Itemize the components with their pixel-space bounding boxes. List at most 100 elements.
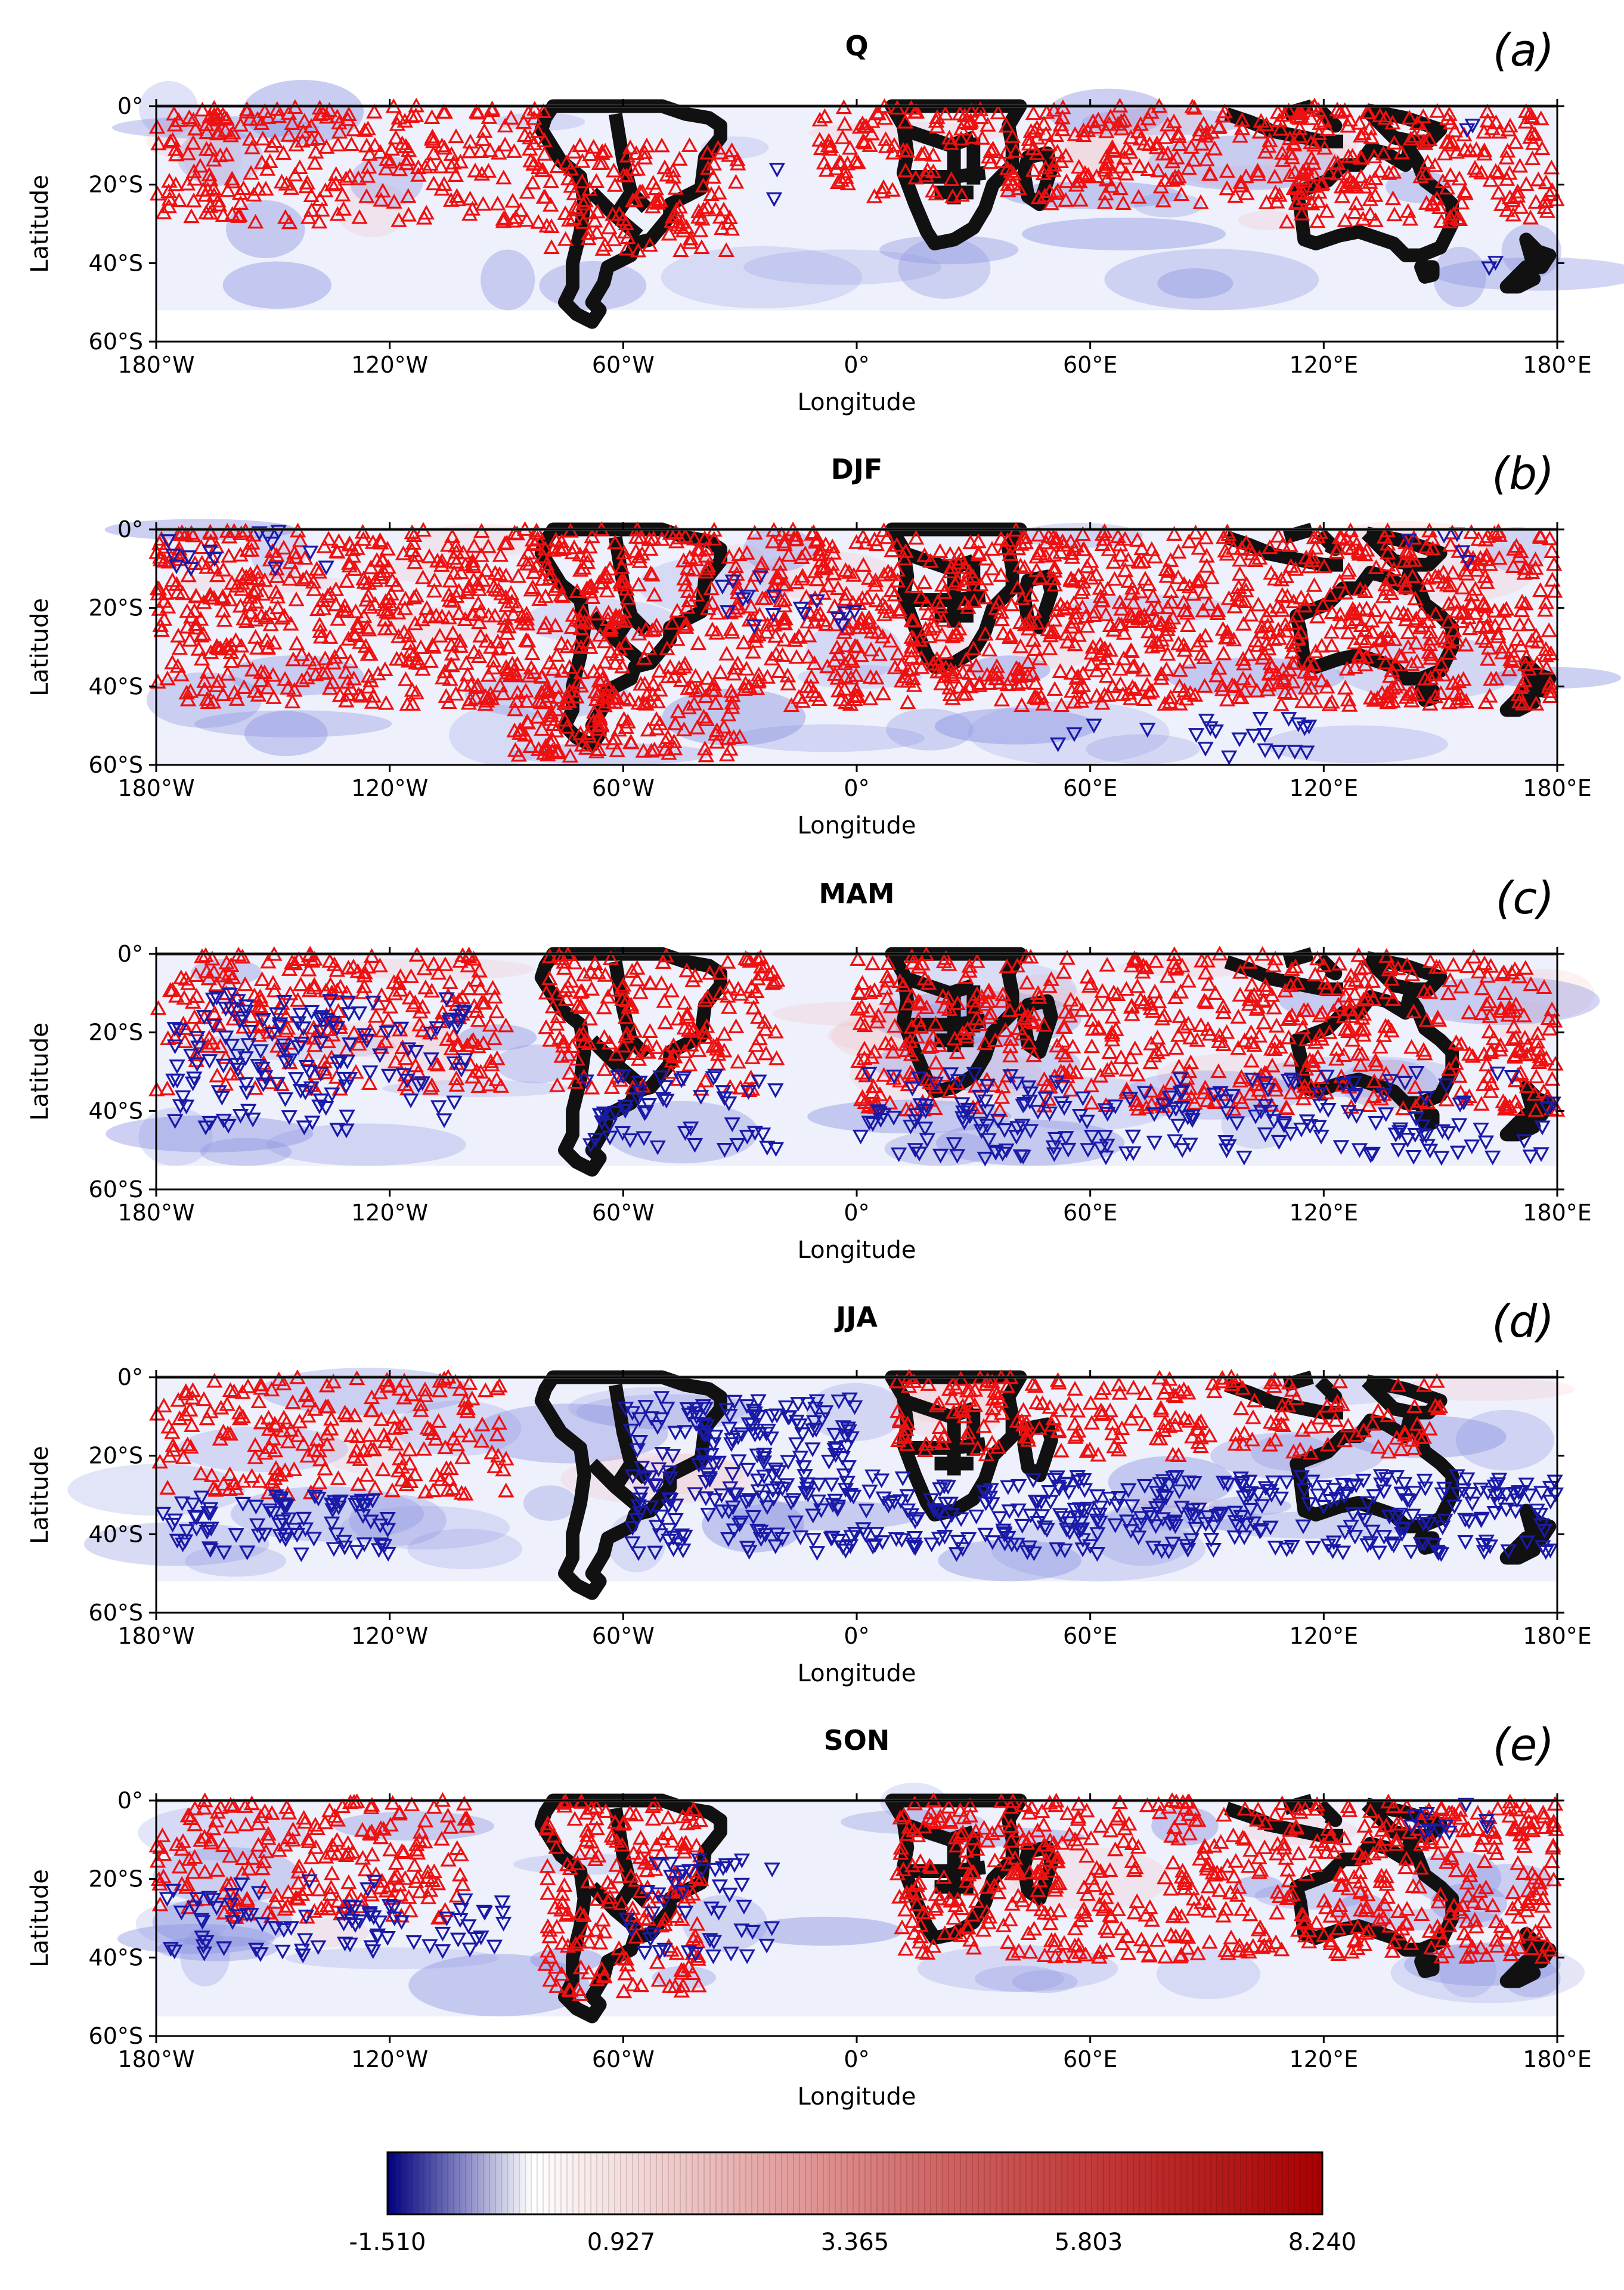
increase-marker — [1438, 1091, 1455, 1107]
increase-marker — [194, 101, 211, 117]
increase-marker — [597, 653, 613, 669]
increase-marker — [1524, 150, 1541, 165]
increase-marker — [565, 607, 582, 622]
field-blob — [898, 237, 991, 299]
increase-marker — [1511, 157, 1529, 173]
increase-marker — [656, 993, 672, 1008]
field-blob — [1104, 249, 1319, 311]
decrease-marker — [1066, 727, 1083, 742]
increase-marker — [188, 1052, 204, 1067]
increase-marker — [1476, 123, 1492, 139]
increase-marker — [657, 1014, 674, 1030]
increase-marker — [1177, 690, 1195, 706]
increase-marker — [1472, 550, 1489, 565]
increase-marker — [671, 199, 688, 214]
increase-marker — [596, 1029, 613, 1044]
increase-marker — [1157, 129, 1173, 144]
increase-marker — [1036, 187, 1053, 203]
increase-marker — [1092, 580, 1109, 595]
increase-marker — [317, 650, 334, 665]
increase-marker — [1356, 178, 1373, 194]
increase-marker — [988, 664, 1005, 679]
increase-marker — [847, 153, 864, 168]
increase-marker — [1446, 122, 1463, 138]
increase-marker — [1059, 599, 1076, 615]
increase-marker — [1117, 531, 1133, 546]
increase-marker — [232, 547, 249, 562]
increase-marker — [1309, 213, 1326, 228]
increase-marker — [1130, 123, 1146, 138]
field-blob — [226, 200, 305, 259]
increase-marker — [1186, 100, 1203, 115]
increase-marker — [200, 1038, 216, 1053]
increase-marker — [435, 670, 451, 684]
increase-marker — [636, 650, 653, 665]
increase-marker — [1366, 692, 1383, 707]
increase-marker — [390, 628, 407, 643]
increase-marker — [503, 585, 519, 600]
increase-marker — [433, 557, 450, 572]
increase-marker — [1532, 582, 1549, 597]
increase-marker — [1316, 140, 1333, 155]
increase-marker — [1159, 646, 1176, 661]
increase-marker — [1301, 663, 1318, 678]
increase-marker — [719, 954, 736, 969]
increase-marker — [464, 200, 481, 216]
increase-marker — [562, 160, 579, 176]
increase-marker — [317, 182, 334, 197]
increase-marker — [904, 578, 921, 593]
increase-marker — [196, 594, 212, 609]
increase-marker — [1538, 594, 1555, 609]
increase-marker — [530, 741, 547, 756]
increase-marker — [423, 109, 441, 125]
increase-marker — [566, 955, 583, 969]
increase-marker — [1115, 650, 1132, 665]
increase-marker — [689, 720, 706, 735]
increase-marker — [813, 560, 830, 575]
increase-marker — [596, 1061, 613, 1076]
increase-marker — [293, 672, 311, 687]
increase-marker — [356, 574, 373, 589]
increase-marker — [1118, 165, 1135, 181]
increase-marker — [1231, 566, 1248, 581]
increase-marker — [589, 203, 606, 219]
increase-marker — [811, 111, 828, 127]
decrease-marker — [1252, 711, 1269, 727]
increase-marker — [354, 984, 371, 999]
y-axis-label: Latitude — [26, 598, 54, 696]
increase-marker — [1450, 673, 1467, 689]
increase-marker — [475, 196, 492, 211]
increase-marker — [1094, 695, 1111, 710]
increase-marker — [737, 950, 754, 965]
increase-marker — [1438, 134, 1455, 149]
increase-marker — [316, 538, 333, 553]
increase-marker — [1258, 116, 1275, 132]
increase-marker — [317, 1064, 334, 1080]
increase-marker — [1068, 670, 1085, 685]
increase-marker — [1043, 195, 1059, 210]
increase-marker — [298, 178, 315, 194]
decrease-marker — [792, 602, 810, 617]
increase-marker — [155, 204, 172, 219]
increase-marker — [371, 532, 389, 547]
increase-marker — [1473, 165, 1490, 179]
increase-marker — [664, 615, 681, 630]
increase-marker — [209, 1067, 225, 1083]
increase-marker — [1527, 551, 1544, 566]
increase-marker — [953, 187, 970, 202]
field-blob — [1086, 734, 1200, 764]
increase-marker — [296, 550, 314, 565]
increase-marker — [994, 625, 1012, 640]
increase-marker — [701, 965, 718, 980]
increase-marker — [622, 734, 639, 749]
increase-marker — [1045, 570, 1062, 585]
increase-marker — [233, 581, 250, 596]
increase-marker — [335, 201, 352, 216]
increase-marker — [860, 570, 878, 585]
increase-marker — [470, 1012, 487, 1027]
increase-marker — [837, 163, 854, 178]
increase-marker — [362, 559, 379, 575]
field-blob — [1264, 725, 1448, 764]
increase-marker — [295, 571, 312, 587]
increase-marker — [1113, 616, 1130, 632]
